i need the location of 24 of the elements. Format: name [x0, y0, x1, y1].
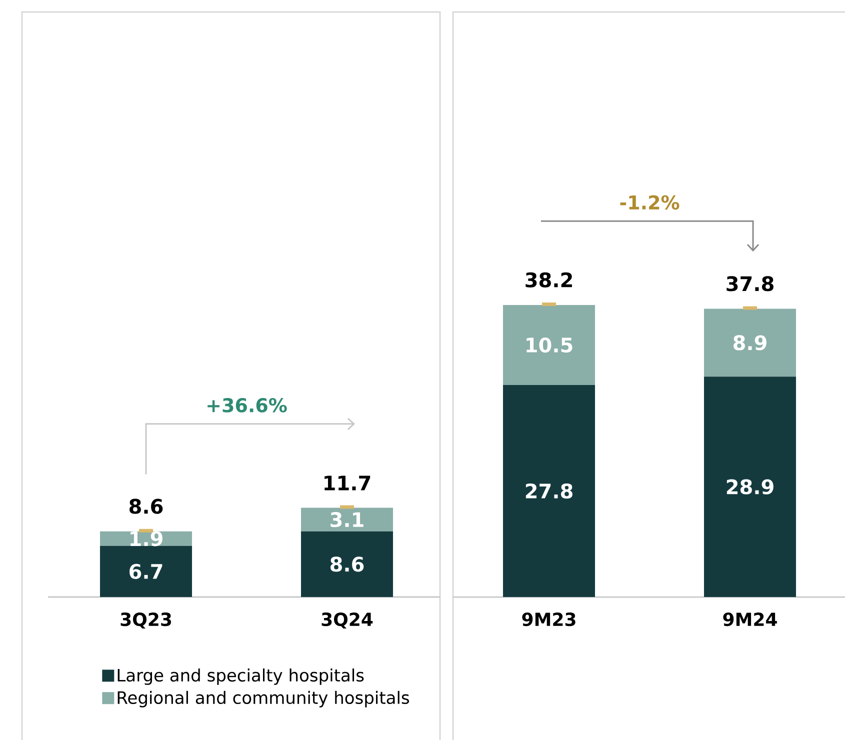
- bar: [503, 385, 596, 597]
- total-label: 38.2: [526, 272, 572, 288]
- data-label: 8.9: [734, 335, 766, 350]
- text: +36.6%: [208, 398, 287, 412]
- legend-label: Regional and community hospitals: [118, 690, 409, 708]
- data-label: 3.1: [330, 512, 364, 528]
- bar: [704, 376, 796, 597]
- x-tick-label: 3Q23: [120, 612, 172, 629]
- total-label: 8.6: [130, 498, 163, 514]
- data-label: 10.5: [526, 337, 572, 353]
- data-label: 27.8: [526, 483, 572, 499]
- data-label: 8.6: [330, 556, 364, 572]
- data-label: 1.9: [130, 531, 162, 546]
- bar: [704, 308, 796, 377]
- total-label: 11.7: [324, 476, 370, 490]
- x-tick-label: 3Q24: [322, 612, 373, 629]
- total-label: 37.8: [726, 276, 774, 292]
- data-label: 6.7: [130, 564, 162, 580]
- x-tick-label: 9M23: [522, 612, 576, 626]
- data-label: 28.9: [726, 479, 774, 494]
- bar: [503, 304, 596, 386]
- legend-label: Large and specialty hospitals: [118, 668, 364, 685]
- text: -1.2%: [620, 195, 680, 210]
- x-tick-label: 9M24: [723, 612, 777, 626]
